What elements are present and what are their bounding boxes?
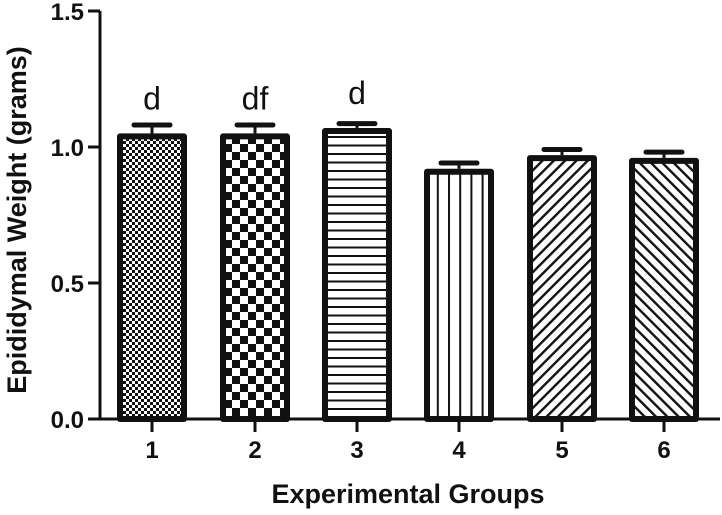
x-axis	[88, 417, 720, 432]
bars: d df d	[117, 75, 699, 423]
y-axis	[88, 9, 102, 421]
x-tick-labels: 1 2 3 4 5 6	[145, 437, 670, 464]
y-tick-label: 0.5	[51, 271, 84, 298]
bar-group-4	[424, 160, 494, 422]
significance-label: d	[143, 80, 161, 116]
x-tick-label: 3	[350, 437, 363, 464]
bar	[424, 168, 494, 422]
y-tick-label: 1.5	[51, 0, 84, 26]
bar-group-2: df	[220, 80, 290, 422]
bar-group-6	[629, 149, 699, 422]
x-tick-label: 2	[248, 437, 261, 464]
x-tick-label: 1	[145, 437, 158, 464]
bar-group-1: d	[117, 80, 187, 422]
bar	[117, 133, 187, 422]
x-axis-title: Experimental Groups	[271, 479, 544, 509]
bar	[527, 155, 597, 422]
significance-label: df	[242, 80, 269, 116]
x-tick-label: 4	[452, 437, 466, 464]
bar	[220, 133, 290, 422]
x-tick-label: 6	[657, 437, 670, 464]
bar-group-5	[527, 146, 597, 422]
y-axis-title: Epididymal Weight (grams)	[2, 46, 32, 394]
y-tick-label: 0.0	[51, 407, 84, 434]
bar-group-3: d	[322, 75, 392, 423]
y-tick-label: 1.0	[51, 135, 84, 162]
y-tick-labels: 1.5 1.0 0.5 0.0	[51, 0, 84, 434]
significance-label: d	[348, 75, 366, 111]
bar	[322, 127, 392, 423]
x-tick-label: 5	[555, 437, 568, 464]
bar	[629, 157, 699, 422]
